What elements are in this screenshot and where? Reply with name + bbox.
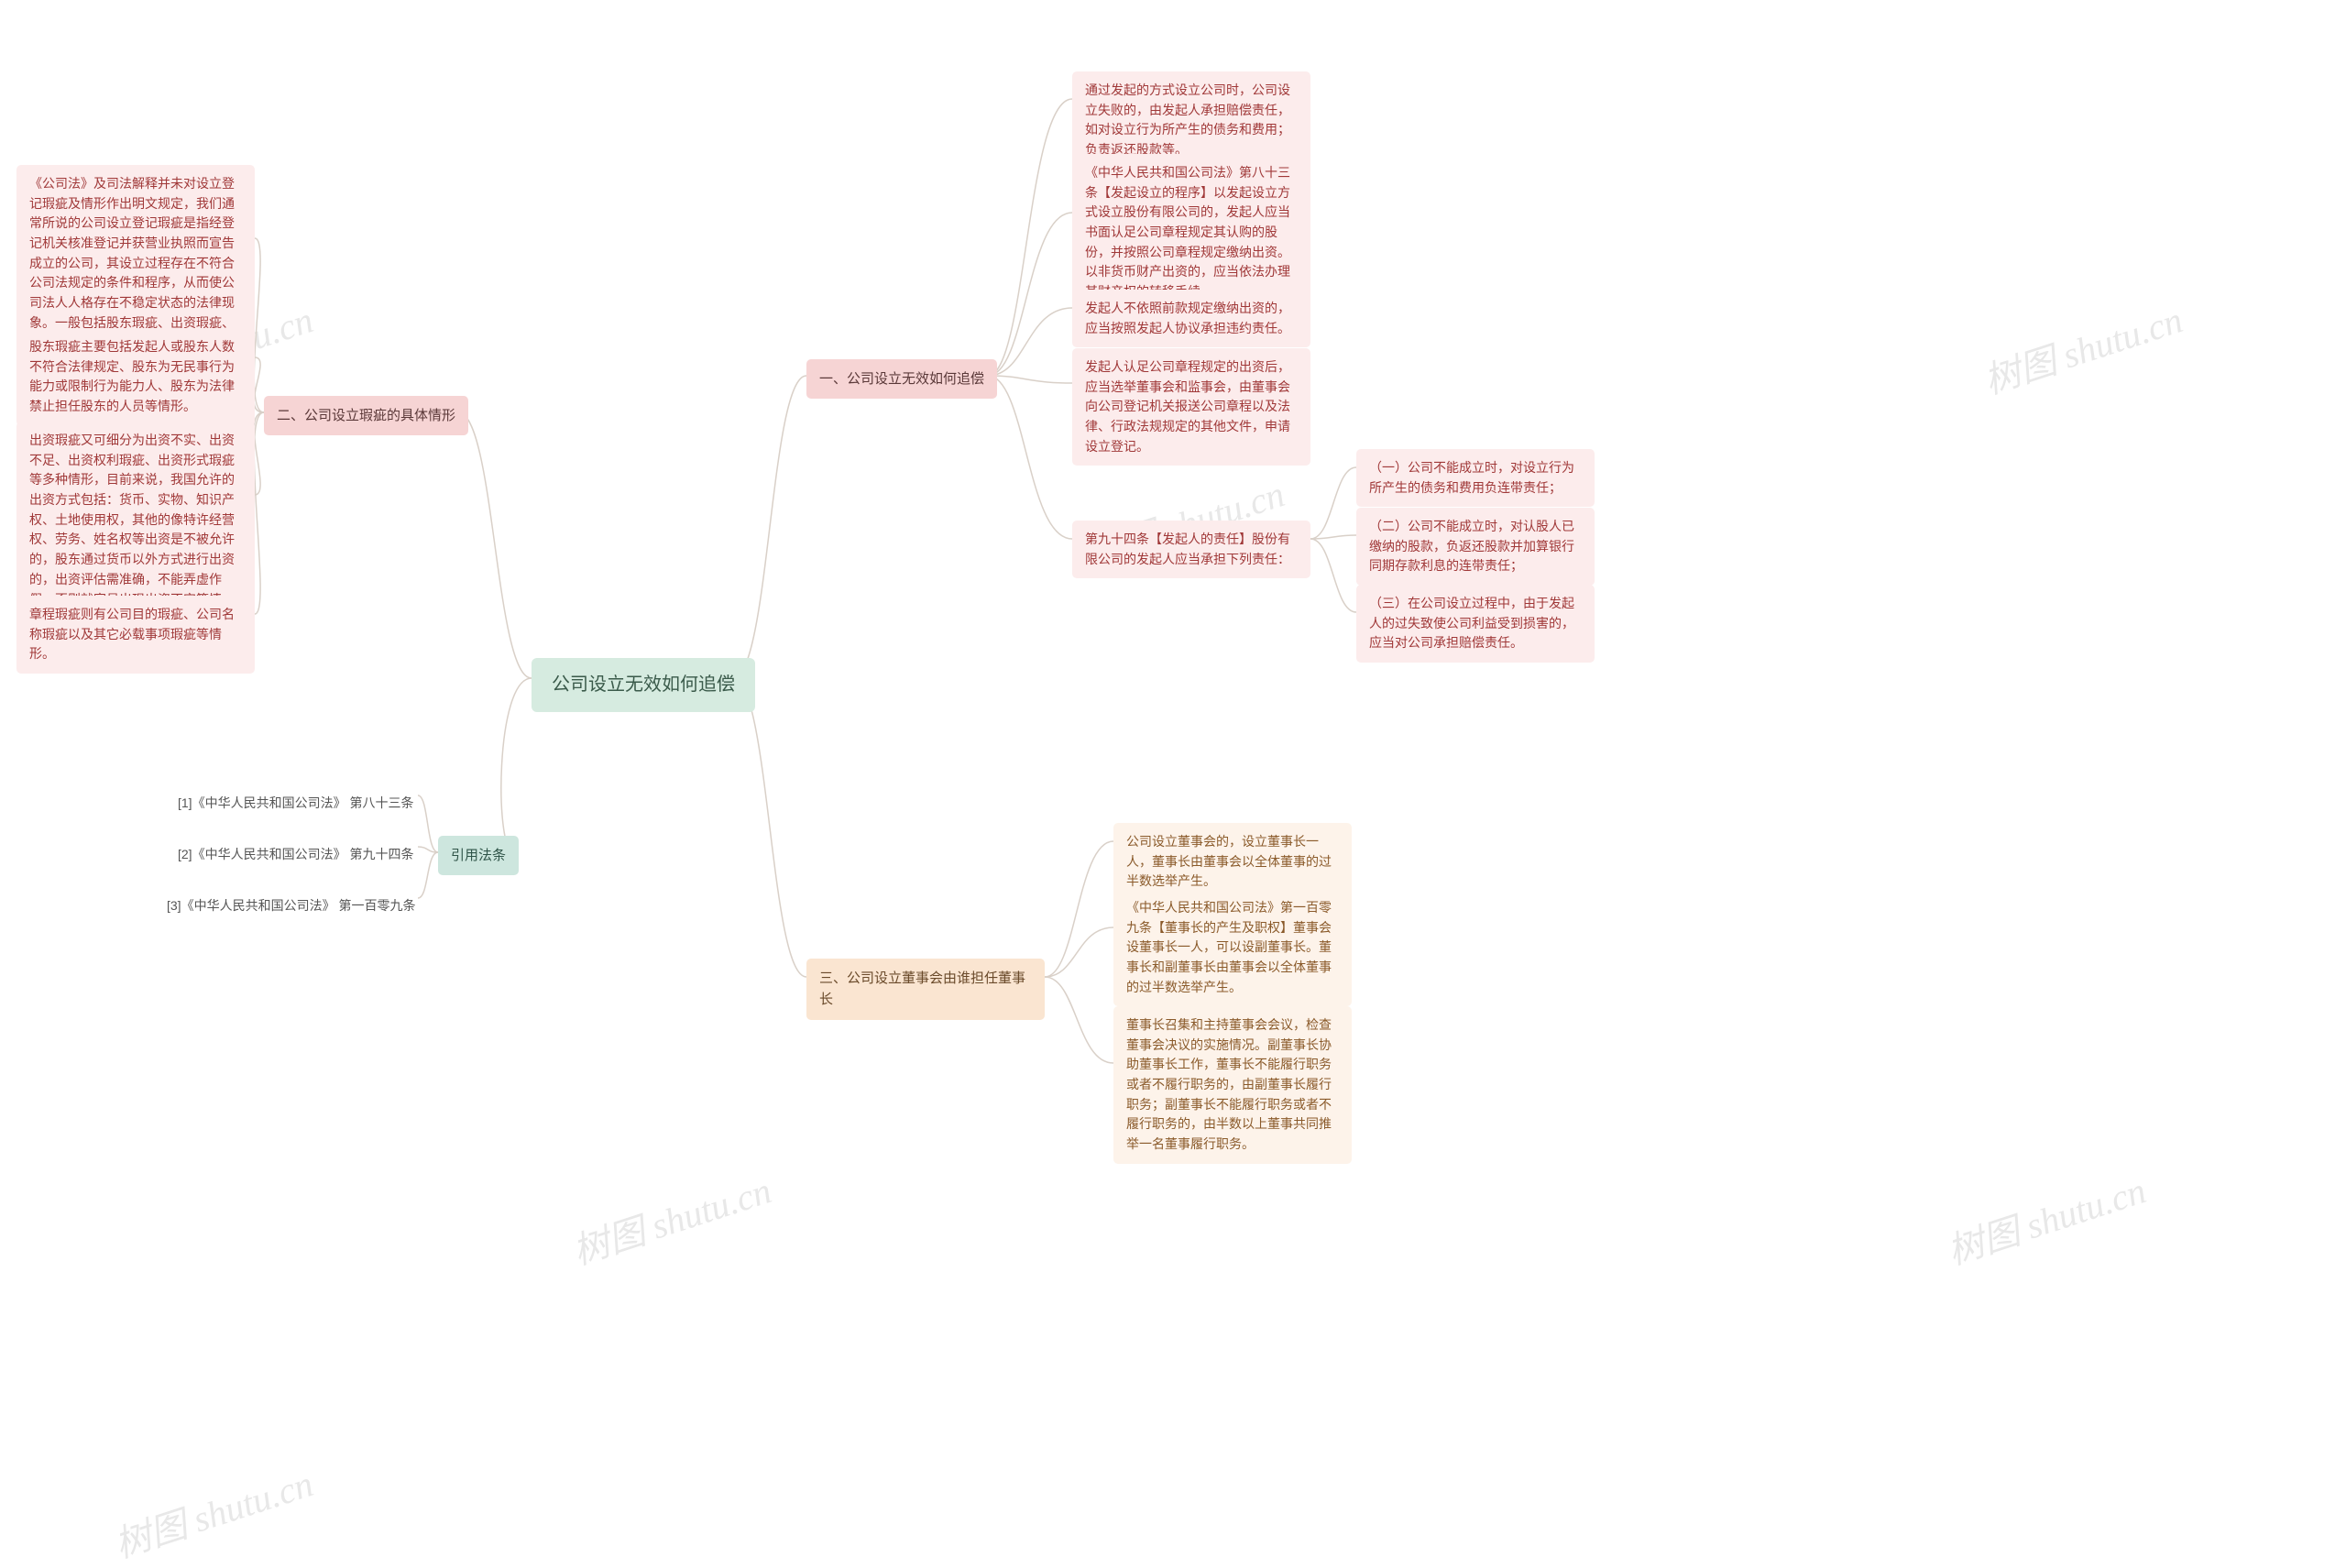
branch-1-subleaf: （三）在公司设立过程中，由于发起人的过失致使公司利益受到损害的，应当对公司承担赔… [1356, 585, 1595, 663]
branch-4-leaf: [3]《中华人民共和国公司法》 第一百零九条 [154, 887, 428, 926]
branch-2[interactable]: 二、公司设立瑕疵的具体情形 [264, 396, 468, 435]
watermark: 树图 shutu.cn [565, 1161, 777, 1276]
branch-4-leaf: [1]《中华人民共和国公司法》 第八十三条 [165, 784, 426, 823]
branch-4-leaf: [2]《中华人民共和国公司法》 第九十四条 [165, 836, 426, 874]
watermark: 树图 shutu.cn [107, 1454, 319, 1568]
branch-2-leaf: 章程瑕疵则有公司目的瑕疵、公司名称瑕疵以及其它必载事项瑕疵等情形。 [16, 596, 255, 674]
branch-2-leaf: 股东瑕疵主要包括发起人或股东人数不符合法律规定、股东为无民事行为能力或限制行为能… [16, 328, 255, 426]
branch-3-leaf: 《中华人民共和国公司法》第一百零九条【董事长的产生及职权】董事会设董事长一人，可… [1113, 889, 1352, 1006]
branch-1-leaf: 第九十四条【发起人的责任】股份有限公司的发起人应当承担下列责任： [1072, 521, 1310, 578]
branch-1-subleaf: （一）公司不能成立时，对设立行为所产生的债务和费用负连带责任； [1356, 449, 1595, 507]
branch-1-subleaf: （二）公司不能成立时，对认股人已缴纳的股款，负返还股款并加算银行同期存款利息的连… [1356, 508, 1595, 586]
branch-1-leaf: 《中华人民共和国公司法》第八十三条【发起设立的程序】以发起设立方式设立股份有限公… [1072, 154, 1310, 312]
branch-1[interactable]: 一、公司设立无效如何追偿 [806, 359, 997, 399]
branch-3-leaf: 董事长召集和主持董事会会议，检查董事会决议的实施情况。副董事长协助董事长工作，董… [1113, 1006, 1352, 1164]
branch-4[interactable]: 引用法条 [438, 836, 519, 875]
watermark: 树图 shutu.cn [1977, 291, 2188, 405]
branch-1-leaf: 发起人不依照前款规定缴纳出资的，应当按照发起人协议承担违约责任。 [1072, 290, 1310, 347]
branch-3[interactable]: 三、公司设立董事会由谁担任董事长 [806, 959, 1045, 1020]
branch-1-leaf: 发起人认足公司章程规定的出资后，应当选举董事会和监事会，由董事会向公司登记机关报… [1072, 348, 1310, 466]
root-node[interactable]: 公司设立无效如何追偿 [532, 658, 755, 712]
watermark: 树图 shutu.cn [1940, 1161, 2152, 1276]
